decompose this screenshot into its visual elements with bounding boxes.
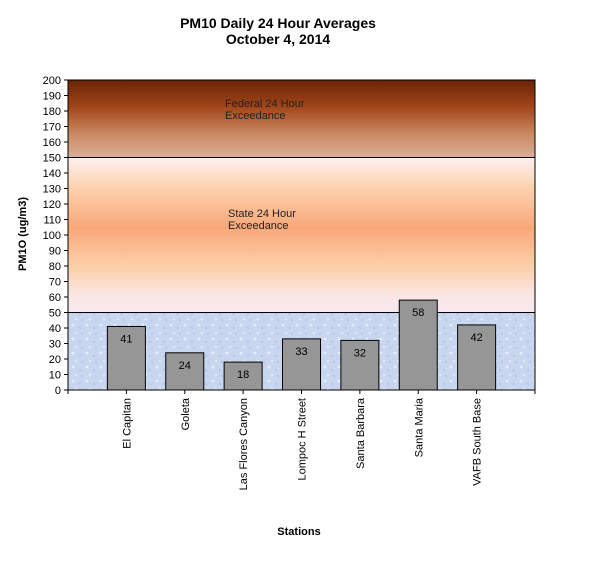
y-tick-label-40: 40 [49,323,61,335]
y-tick-label-70: 70 [49,277,61,289]
bar-4 [340,339,380,391]
bar-value-label-3: 33 [295,346,307,358]
band-state [68,157,535,313]
y-tick-label-200: 200 [43,75,61,87]
bar-value-label-5: 58 [412,307,424,319]
bar-3 [282,338,321,391]
y-tick-label-110: 110 [43,215,61,227]
category-label-6: VAFB South Base [472,398,484,486]
y-tick-label-0: 0 [55,385,61,397]
chart-title-group: PM10 Daily 24 Hour Averages October 4, 2… [180,15,376,47]
category-label-4: Santa Barbara [355,397,367,469]
category-label-5: Santa Maria [413,397,425,457]
category-label-0: El Capitan [121,398,133,449]
y-tick-label-90: 90 [49,246,61,258]
chart-subtitle: October 4, 2014 [226,31,330,47]
bar-value-label-2: 18 [237,369,249,381]
chart-title: PM10 Daily 24 Hour Averages [180,15,376,31]
x-axis-label: Stations [277,526,320,538]
y-tick-label-180: 180 [43,106,61,118]
y-tick-label-80: 80 [49,261,61,273]
y-tick-label-100: 100 [43,230,61,242]
bar-series [106,299,497,391]
bar-value-label-6: 42 [471,332,483,344]
bar-5 [398,299,438,391]
y-axis-ticks: 0 10 20 30 40 50 60 70 80 90 100 110 120 130 140 150 160… [43,75,536,397]
category-label-3: Lompoc H Street [297,398,309,481]
bar-value-label-1: 24 [179,360,191,372]
y-tick-label-160: 160 [43,137,61,149]
y-tick-label-170: 170 [43,122,61,134]
x-axis-category-labels: El Capitan Goleta Las Flores Canyon Lompoc … [121,397,483,490]
band-label-state-0: State 24 Hour [228,208,296,220]
y-tick-label-20: 20 [49,354,61,366]
category-label-2: Las Flores Canyon [238,398,250,490]
y-tick-label-10: 10 [49,370,61,382]
y-tick-label-30: 30 [49,339,61,351]
y-tick-label-190: 190 [43,91,61,103]
y-tick-label-150: 150 [43,153,61,165]
band-label-federal-0: Federal 24 Hour [225,98,305,110]
y-tick-label-50: 50 [49,308,61,320]
band-label-federal-1: Exceedance [225,110,286,122]
y-tick-label-140: 140 [43,168,61,180]
y-axis-label: PM1O (ug/m3) [17,197,29,271]
band-label-state-1: Exceedance [228,220,289,232]
bar-6 [457,324,497,391]
y-tick-label-120: 120 [43,199,61,211]
band-federal [68,80,535,158]
bar-data-labels: 41 24 18 33 32 58 42 [120,307,483,381]
y-tick-label-60: 60 [49,292,61,304]
bar-value-label-4: 32 [354,347,366,359]
bar-value-label-0: 41 [120,333,132,345]
y-tick-label-130: 130 [43,184,61,196]
category-label-1: Goleta [180,397,192,430]
